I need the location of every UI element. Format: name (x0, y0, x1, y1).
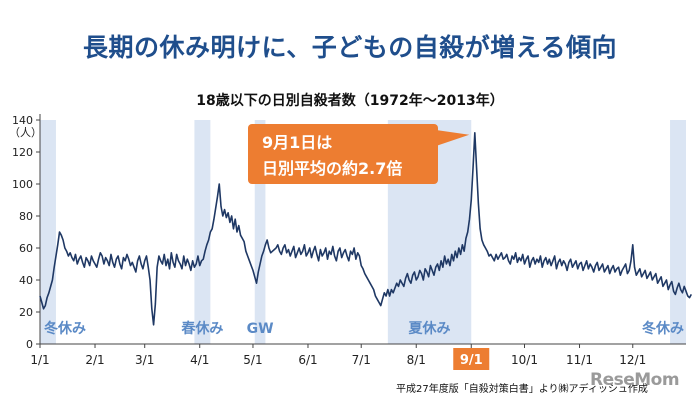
resemom-logo: ReseMom (590, 370, 680, 390)
x-tick-label: 6/1 (298, 353, 317, 367)
y-tick-label: 0 (26, 338, 33, 351)
x-tick-label: 5/1 (243, 353, 262, 367)
y-tick-label: 120 (12, 146, 33, 159)
y-tick-label: 100 (12, 178, 33, 191)
callout-line1: 9月1日は (262, 133, 332, 152)
callout-line2: 日別平均の約2.7倍 (262, 159, 402, 178)
band-label: 春休み (180, 320, 223, 337)
x-tick-label: 11/1 (566, 353, 593, 367)
x-tick-label: 3/1 (135, 353, 154, 367)
chart-title: 18歳以下の日別自殺者数（1972年～2013年） (196, 93, 504, 109)
x-tick-label: 9/1 (460, 353, 483, 368)
x-tick-label: 10/1 (511, 353, 538, 367)
x-tick-label: 2/1 (85, 353, 104, 367)
band-1 (194, 120, 211, 344)
band-0 (40, 120, 56, 344)
callout-pointer (436, 130, 470, 146)
x-tick-label-highlight (453, 348, 490, 370)
y-tick-label: 20 (19, 306, 33, 319)
callout-box (248, 124, 438, 184)
source-note: 平成27年度版「自殺対策白書」より㈱アディッシュ作成 (396, 384, 648, 395)
series-line (39, 132, 693, 326)
band-label: 冬休み (44, 320, 86, 337)
x-tick-label: 4/1 (190, 353, 209, 367)
x-tick-label: 1/1 (30, 353, 49, 367)
band-label: GW (247, 321, 274, 337)
y-tick-label: 80 (19, 210, 33, 223)
x-tick-label: 7/1 (352, 353, 371, 367)
band-4 (670, 120, 686, 344)
band-label: 冬休み (642, 320, 684, 337)
y-tick-label: 60 (19, 242, 33, 255)
x-tick-label: 12/1 (619, 353, 646, 367)
y-axis-unit-label: （人） (9, 126, 42, 139)
y-tick-label: 40 (19, 274, 33, 287)
page-title: 長期の休み明けに、子どもの自殺が増える傾向 (82, 33, 617, 62)
y-tick-label: 140 (12, 114, 33, 127)
band-2 (254, 120, 266, 344)
x-tick-label: 8/1 (407, 353, 426, 367)
band-label: 夏休み (409, 320, 451, 337)
